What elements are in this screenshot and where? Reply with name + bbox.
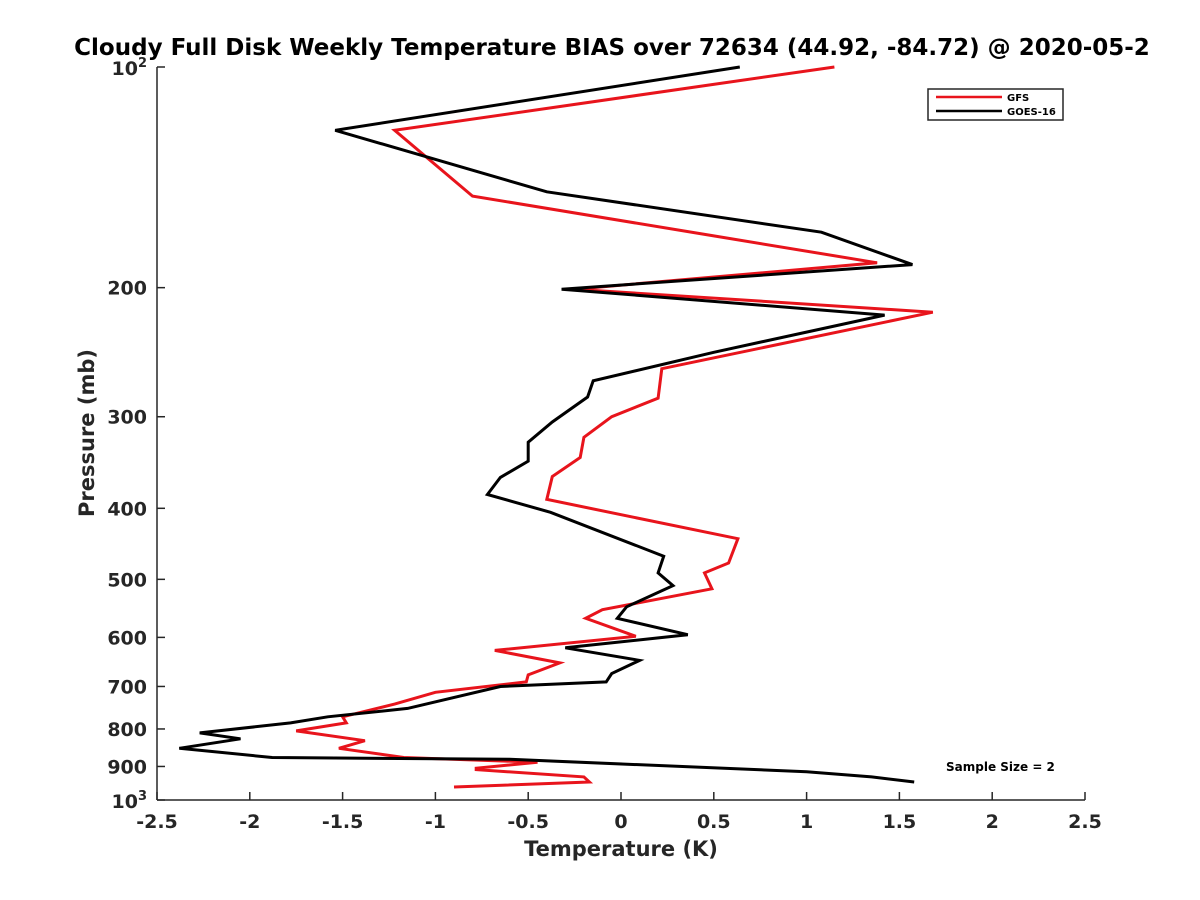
- y-tick-label: 800: [107, 719, 147, 741]
- plot-area: -2.5 -2 -1.5 -1 -0.5 0 0.5 1 1.5 2 2.5 200 300 400 50…: [107, 56, 1102, 833]
- legend-box: [927, 88, 1064, 121]
- y-tick-label: 300: [107, 407, 147, 429]
- x-tick-label: 0.5: [697, 811, 731, 833]
- legend-label-gfs: GFS: [1007, 93, 1029, 104]
- y-tick-label: 600: [107, 627, 147, 649]
- x-tick-label: 1: [800, 811, 813, 833]
- x-tick-label: 0: [614, 811, 627, 833]
- sample-size-annotation: Sample Size = 2: [946, 760, 1055, 774]
- x-tick-label: -1.5: [322, 811, 364, 833]
- chart-title: Cloudy Full Disk Weekly Temperature BIAS…: [74, 35, 1150, 61]
- x-tick-label: -0.5: [507, 811, 549, 833]
- x-tick-label: 2.5: [1068, 811, 1102, 833]
- x-tick-label: -2.5: [136, 811, 178, 833]
- x-tick-label: -2: [239, 811, 260, 833]
- y-tick-label: 102: [112, 56, 148, 80]
- legend: GFS GOES-16: [927, 88, 1064, 121]
- x-tick-label: -1: [425, 811, 446, 833]
- x-ticks: -2.5 -2 -1.5 -1 -0.5 0 0.5 1 1.5 2 2.5: [136, 792, 1102, 833]
- legend-label-goes16: GOES-16: [1007, 107, 1056, 118]
- y-tick-label: 700: [107, 676, 147, 698]
- y-tick-label: 200: [107, 278, 147, 300]
- y-ticks: 200 300 400 500 600 700 800 900 102 103: [107, 56, 165, 813]
- y-tick-label: 500: [107, 569, 147, 591]
- series-line-gfs: [295, 65, 934, 789]
- y-tick-label: 900: [107, 756, 147, 778]
- series-lines: [179, 65, 934, 789]
- x-tick-label: 2: [986, 811, 999, 833]
- y-axis-label: Pressure (mb): [75, 349, 99, 517]
- x-tick-label: 1.5: [883, 811, 917, 833]
- x-axis-label: Temperature (K): [524, 837, 718, 861]
- series-line-goes16: [179, 65, 915, 784]
- y-tick-label: 103: [112, 789, 148, 813]
- y-tick-label: 400: [107, 498, 147, 520]
